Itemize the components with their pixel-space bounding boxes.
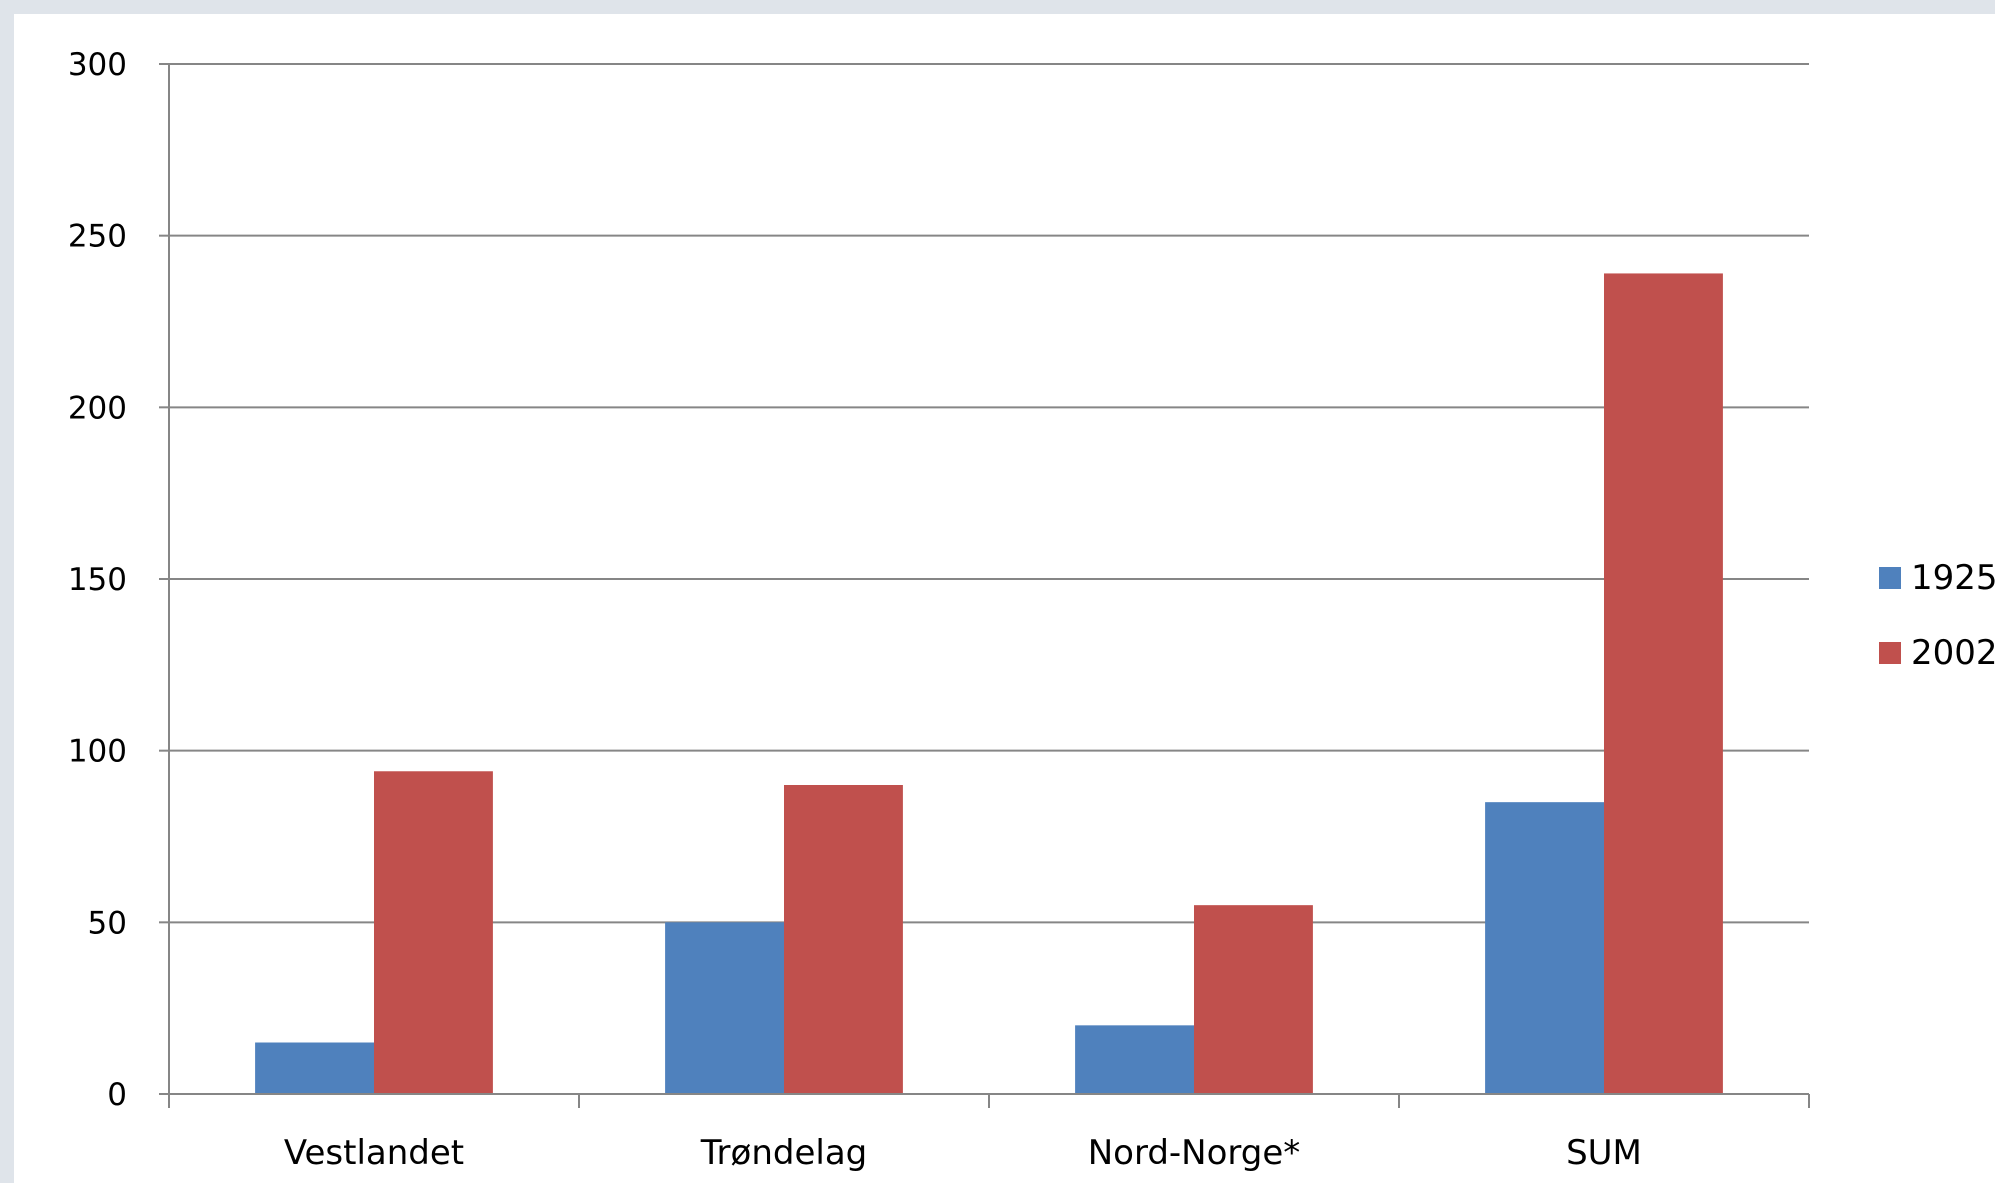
legend-label: 2002	[1911, 633, 1995, 673]
y-tick-label: 200	[68, 390, 127, 426]
bar-chart: 0 50 100 150 200 250 300 Vestlandet Trøndelag Nor…	[68, 47, 1995, 1173]
y-tick-label: 100	[68, 734, 127, 770]
axis-labels: 0 50 100 150 200 250 300 Vestlandet Trøndelag Nor…	[68, 47, 1642, 1173]
bar-1925-Nord-Norge*	[1075, 1025, 1194, 1094]
legend-swatch-2002	[1879, 642, 1901, 664]
legend-swatch-1925	[1879, 567, 1901, 589]
x-tick-label: SUM	[1566, 1133, 1642, 1173]
y-tick-label: 50	[88, 905, 127, 941]
x-tick-label: Trøndelag	[700, 1133, 867, 1173]
x-tick-label: Vestlandet	[284, 1133, 464, 1173]
bar-2002-Trøndelag	[784, 785, 903, 1094]
legend-label: 1925	[1911, 558, 1995, 598]
y-tick-label: 250	[68, 219, 127, 255]
y-tick-label: 150	[68, 562, 127, 598]
y-tick-label: 300	[68, 47, 127, 83]
bar-1925-SUM	[1485, 802, 1604, 1094]
x-tick-label: Nord-Norge*	[1088, 1133, 1301, 1173]
y-tick-label: 0	[107, 1077, 127, 1113]
bar-1925-Vestlandet	[255, 1042, 374, 1094]
bar-2002-SUM	[1604, 273, 1723, 1094]
axes	[159, 63, 1810, 1108]
bar-1925-Trøndelag	[665, 922, 784, 1094]
bar-2002-Vestlandet	[374, 771, 493, 1094]
bars	[255, 273, 1723, 1094]
bar-2002-Nord-Norge*	[1194, 905, 1313, 1094]
legend: 1925 2002	[1879, 558, 1995, 673]
